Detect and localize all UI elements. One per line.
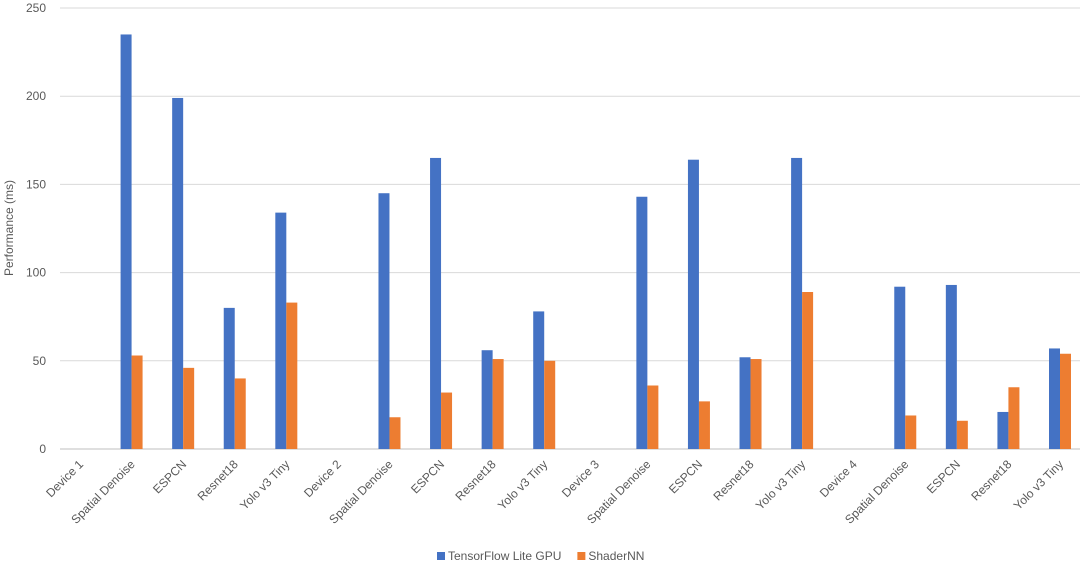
bar-tensorflow-lite-gpu bbox=[739, 357, 751, 449]
x-tick-label: Yolo v3 Tiny bbox=[495, 457, 550, 512]
y-tick-label: 250 bbox=[26, 1, 46, 15]
x-tick-label: Device 1 bbox=[43, 457, 86, 500]
y-tick-label: 200 bbox=[26, 89, 46, 103]
x-tick-label: Resnet18 bbox=[710, 457, 756, 503]
bar-shadernn bbox=[802, 292, 814, 449]
legend: TensorFlow Lite GPU ShaderNN bbox=[437, 549, 644, 563]
y-tick-label: 150 bbox=[26, 177, 46, 191]
y-axis-label: Performance (ms) bbox=[2, 180, 16, 276]
bar-shadernn bbox=[286, 302, 298, 449]
bars bbox=[120, 34, 1071, 450]
y-tick-label: 0 bbox=[39, 442, 46, 456]
bar-shadernn bbox=[131, 355, 143, 449]
bar-shadernn bbox=[956, 420, 968, 449]
y-axis-ticks: 0 50 100 150 200 250 bbox=[26, 1, 46, 456]
x-tick-label: ESPCN bbox=[408, 457, 447, 496]
bar-tensorflow-lite-gpu bbox=[481, 350, 493, 449]
bar-tensorflow-lite-gpu bbox=[533, 311, 545, 449]
bar-shadernn bbox=[647, 385, 659, 449]
bar-tensorflow-lite-gpu bbox=[791, 157, 803, 449]
bar-shadernn bbox=[750, 359, 762, 449]
x-tick-label: ESPCN bbox=[924, 457, 963, 496]
bar-tensorflow-lite-gpu bbox=[997, 411, 1009, 449]
bar-tensorflow-lite-gpu bbox=[636, 196, 648, 449]
x-tick-label: Resnet18 bbox=[195, 457, 241, 503]
bar-shadernn bbox=[492, 359, 504, 449]
bar-shadernn bbox=[905, 415, 917, 449]
legend-swatch bbox=[577, 552, 586, 560]
bar-tensorflow-lite-gpu bbox=[687, 159, 699, 450]
x-tick-label: ESPCN bbox=[666, 457, 705, 496]
bar-tensorflow-lite-gpu bbox=[275, 212, 287, 449]
bar-tensorflow-lite-gpu bbox=[172, 97, 184, 450]
legend-label: TensorFlow Lite GPU bbox=[448, 549, 561, 563]
x-tick-label: Yolo v3 Tiny bbox=[1011, 457, 1066, 512]
x-tick-label: Device 2 bbox=[301, 457, 344, 500]
x-tick-label: ESPCN bbox=[150, 457, 189, 496]
gridlines bbox=[60, 7, 1080, 450]
bar-tensorflow-lite-gpu bbox=[1049, 348, 1060, 449]
y-tick-label: 100 bbox=[26, 266, 46, 280]
bar-shadernn bbox=[1008, 387, 1020, 449]
bar-tensorflow-lite-gpu bbox=[430, 157, 442, 449]
x-tick-label: Yolo v3 Tiny bbox=[753, 457, 808, 512]
x-tick-label: Device 3 bbox=[559, 457, 602, 500]
y-tick-label: 50 bbox=[33, 354, 47, 368]
bar-shadernn bbox=[441, 392, 453, 449]
bar-shadernn bbox=[234, 378, 246, 449]
x-tick-label: Resnet18 bbox=[453, 457, 499, 503]
bar-shadernn bbox=[1060, 353, 1071, 449]
bar-shadernn bbox=[698, 401, 710, 449]
x-tick-label: Resnet18 bbox=[968, 457, 1014, 503]
bar-tensorflow-lite-gpu bbox=[945, 284, 957, 449]
bar-shadernn bbox=[544, 360, 556, 449]
bar-tensorflow-lite-gpu bbox=[378, 193, 390, 449]
bar-shadernn bbox=[183, 367, 195, 449]
legend-label: ShaderNN bbox=[588, 549, 644, 563]
bar-tensorflow-lite-gpu bbox=[894, 286, 906, 449]
x-tick-label: Yolo v3 Tiny bbox=[237, 457, 292, 512]
legend-swatch bbox=[437, 552, 445, 560]
bar-tensorflow-lite-gpu bbox=[120, 34, 132, 450]
bar-shadernn bbox=[389, 417, 401, 449]
bar-tensorflow-lite-gpu bbox=[223, 307, 235, 449]
x-tick-label: Device 4 bbox=[817, 457, 860, 500]
